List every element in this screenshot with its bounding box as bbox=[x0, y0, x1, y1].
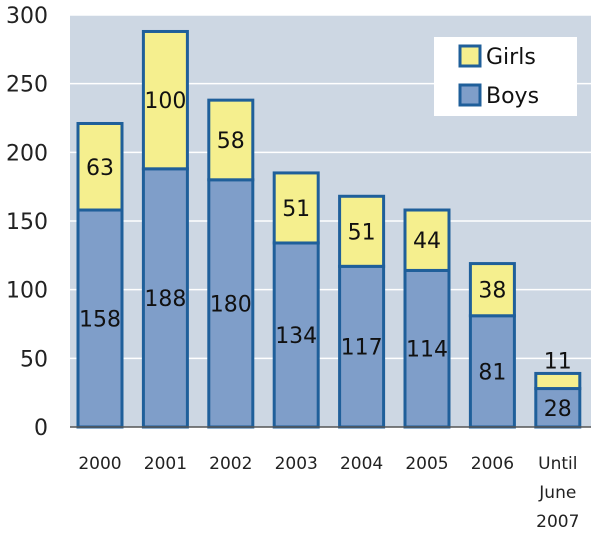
y-tick-label: 200 bbox=[6, 141, 48, 166]
data-label-boys: 81 bbox=[478, 360, 506, 385]
x-tick-label: 2004 bbox=[340, 454, 383, 474]
bar-girls bbox=[207, 98, 255, 182]
y-tick-label: 300 bbox=[6, 4, 48, 29]
data-label-boys: 28 bbox=[544, 397, 572, 422]
data-label-boys: 117 bbox=[341, 336, 383, 361]
y-tick-label: 100 bbox=[6, 279, 48, 304]
data-label-girls: 44 bbox=[413, 229, 441, 254]
bar-girls bbox=[141, 29, 189, 171]
data-label-girls: 11 bbox=[544, 349, 572, 374]
legend-box bbox=[434, 37, 577, 116]
legend-label: Boys bbox=[486, 84, 539, 109]
y-axis-ticks: 0 50 100 150 200 250 300 bbox=[6, 4, 48, 441]
data-label-girls: 51 bbox=[348, 220, 376, 245]
data-label-girls: 100 bbox=[144, 89, 186, 114]
bar-girls bbox=[338, 194, 386, 268]
bar-girls bbox=[534, 371, 582, 391]
x-axis-labels: 2000 2001 2002 2003 2004 2005 2006 Until June 200… bbox=[78, 454, 579, 532]
data-label-girls: 51 bbox=[282, 197, 310, 222]
legend-swatch bbox=[458, 83, 482, 107]
data-label-girls: 63 bbox=[86, 156, 114, 181]
data-label-girls: 38 bbox=[478, 279, 506, 304]
legend-label: Girls bbox=[486, 45, 536, 70]
bar-boys bbox=[468, 314, 516, 429]
data-label-boys: 158 bbox=[79, 308, 121, 333]
x-tick-label: 2006 bbox=[471, 454, 514, 474]
legend: Girls Boys bbox=[434, 37, 577, 116]
legend-swatch bbox=[458, 44, 482, 68]
x-tick-label: 2001 bbox=[144, 454, 187, 474]
data-label-girls: 58 bbox=[217, 129, 245, 154]
y-tick-label: 150 bbox=[6, 210, 48, 235]
data-label-boys: 114 bbox=[406, 338, 448, 363]
x-tick-label: 2005 bbox=[405, 454, 448, 474]
bar-girls bbox=[76, 121, 124, 212]
bar-boys bbox=[207, 178, 255, 429]
x-tick-label: 2002 bbox=[209, 454, 252, 474]
bar-girls bbox=[272, 171, 320, 245]
data-label-boys: 180 bbox=[210, 292, 252, 317]
data-label-boys: 188 bbox=[144, 287, 186, 312]
x-tick-label: 2003 bbox=[275, 454, 318, 474]
bar-girls bbox=[403, 208, 451, 272]
y-tick-label: 50 bbox=[20, 347, 48, 372]
x-tick-label: Until June 2007 bbox=[536, 454, 579, 532]
data-label-boys: 134 bbox=[275, 324, 317, 349]
bar-boys bbox=[338, 264, 386, 429]
bars: 158 63 188 100 180 58 134 51 117 51 114 44 81 38 28 11 bbox=[76, 29, 582, 429]
bar-boys bbox=[272, 241, 320, 429]
bar-boys bbox=[403, 268, 451, 429]
y-tick-label: 0 bbox=[34, 416, 48, 441]
bar-girls bbox=[468, 262, 516, 318]
bar-boys bbox=[141, 167, 189, 429]
y-tick-label: 250 bbox=[6, 73, 48, 98]
x-tick-label: 2000 bbox=[78, 454, 121, 474]
